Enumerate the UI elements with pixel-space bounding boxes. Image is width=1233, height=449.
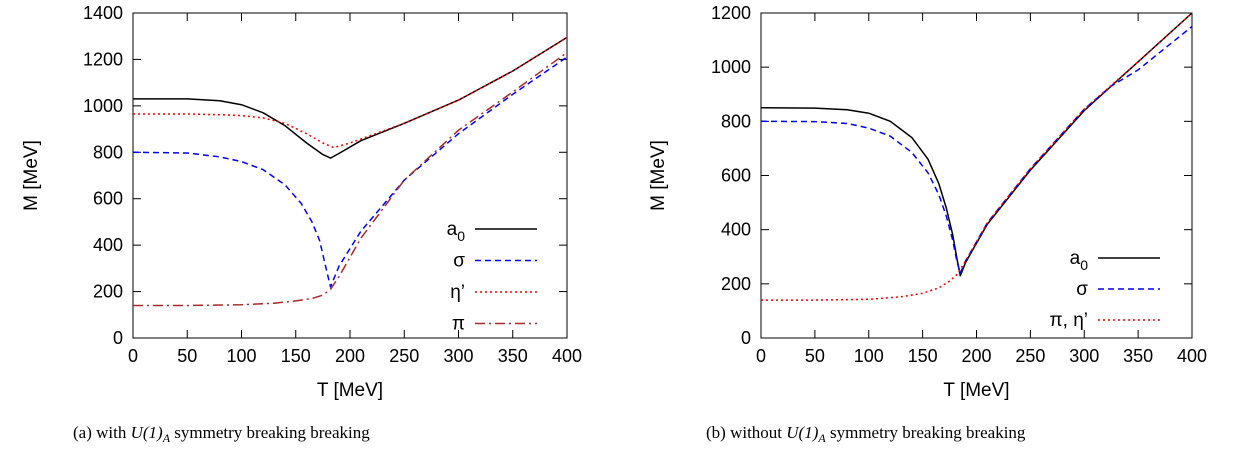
- figure-caption: (b) without U(1)A symmetry breaking brea…: [706, 423, 1026, 445]
- x-tick-label: 0: [128, 346, 138, 366]
- caption-text: symmetry breaking breaking: [826, 423, 1026, 442]
- x-tick-label: 100: [854, 346, 884, 366]
- y-tick-label: 400: [93, 235, 123, 255]
- series-line-0: [133, 36, 568, 159]
- legend-label-text: σ: [453, 251, 465, 272]
- legend-label-text: η’: [450, 282, 465, 303]
- caption-math-subscript: A: [817, 431, 826, 445]
- y-tick-label: 0: [741, 328, 751, 348]
- x-tick-label: 250: [1015, 346, 1045, 366]
- series-line-1: [760, 25, 1193, 274]
- legend-label-text: a: [1070, 248, 1081, 269]
- series-line-0: [760, 12, 1193, 277]
- caption-math: U(1): [131, 423, 163, 442]
- figure-caption: (a) with U(1)A symmetry breaking breakin…: [73, 423, 370, 445]
- caption-text: symmetry breaking breaking: [170, 423, 370, 442]
- x-tick-label: 350: [498, 346, 528, 366]
- x-tick-label: 0: [756, 346, 766, 366]
- chart-panel-a: 0 50 100 150 200 250 300 350 400 0 200 400 600 800 100…: [21, 3, 582, 445]
- y-tick-label: 800: [721, 111, 751, 131]
- x-axis-label: T [MeV]: [317, 380, 383, 401]
- legend-label-3: π: [452, 314, 465, 335]
- caption-math-subscript: A: [162, 431, 171, 445]
- legend-label-text: σ: [1076, 279, 1088, 300]
- y-tick-label: 1200: [711, 3, 751, 23]
- plot-frame: [132, 12, 568, 339]
- legend-label-subscript: 0: [457, 228, 465, 244]
- legend-label-0: a0: [1070, 248, 1089, 273]
- x-tick-label: 200: [335, 346, 365, 366]
- y-tick-label: 1000: [83, 96, 123, 116]
- legend-label-0: a0: [447, 219, 466, 244]
- x-axis-label: T [MeV]: [943, 380, 1009, 401]
- legend-label-2: π, η’: [1050, 310, 1088, 331]
- x-tick-label: 150: [908, 346, 938, 366]
- caption-math: U(1): [786, 423, 818, 442]
- y-tick-label: 600: [93, 189, 123, 209]
- plot-frame: [760, 12, 1193, 339]
- legend-label-1: σ: [1076, 279, 1088, 300]
- x-tick-label: 300: [443, 346, 473, 366]
- legend-label-1: σ: [453, 251, 465, 272]
- legend-label-text: π: [452, 314, 465, 335]
- x-tick-label: 100: [226, 346, 256, 366]
- y-tick-label: 600: [721, 166, 751, 186]
- y-tick-label: 200: [721, 274, 751, 294]
- y-tick-label: 0: [113, 328, 123, 348]
- legend-label-2: η’: [450, 282, 465, 303]
- x-tick-label: 250: [389, 346, 419, 366]
- series-line-3: [133, 51, 568, 307]
- y-axis-label: M [MeV]: [648, 140, 669, 211]
- x-tick-label: 400: [1177, 346, 1207, 366]
- x-tick-label: 50: [805, 346, 825, 366]
- series-line-2: [133, 36, 568, 149]
- chart-panel-b: 0 50 100 150 200 250 300 350 400 0 200 400 600 800 100…: [648, 3, 1207, 445]
- caption-tag: (b) without: [706, 423, 786, 442]
- y-tick-label: 1000: [711, 57, 751, 77]
- legend-label-text: π, η’: [1050, 310, 1088, 331]
- x-tick-label: 350: [1123, 346, 1153, 366]
- y-tick-label: 400: [721, 220, 751, 240]
- series-line-2: [761, 12, 1193, 301]
- caption-tag: (a) with: [73, 423, 131, 442]
- legend-label-text: a: [447, 219, 458, 240]
- y-tick-label: 200: [93, 282, 123, 302]
- y-tick-label: 1200: [83, 49, 123, 69]
- legend-label-subscript: 0: [1080, 257, 1088, 273]
- x-tick-label: 200: [961, 346, 991, 366]
- y-tick-label: 800: [93, 142, 123, 162]
- series-line-1: [132, 56, 568, 288]
- x-tick-label: 50: [177, 346, 197, 366]
- y-axis-label: M [MeV]: [21, 140, 42, 211]
- y-tick-label: 1400: [83, 3, 123, 23]
- x-tick-label: 300: [1069, 346, 1099, 366]
- x-tick-label: 150: [281, 346, 311, 366]
- x-tick-label: 400: [552, 346, 582, 366]
